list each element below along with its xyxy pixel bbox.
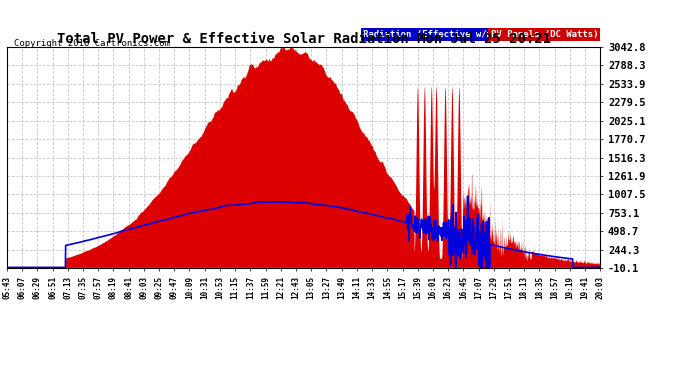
Text: Radiation (Effective w/m2): Radiation (Effective w/m2): [363, 30, 503, 39]
Text: PV Panels (DC Watts): PV Panels (DC Watts): [491, 30, 598, 39]
Title: Total PV Power & Effective Solar Radiation Mon Jul 25 20:21: Total PV Power & Effective Solar Radiati…: [57, 32, 551, 46]
Text: Copyright 2016 Cartronics.com: Copyright 2016 Cartronics.com: [14, 39, 170, 48]
